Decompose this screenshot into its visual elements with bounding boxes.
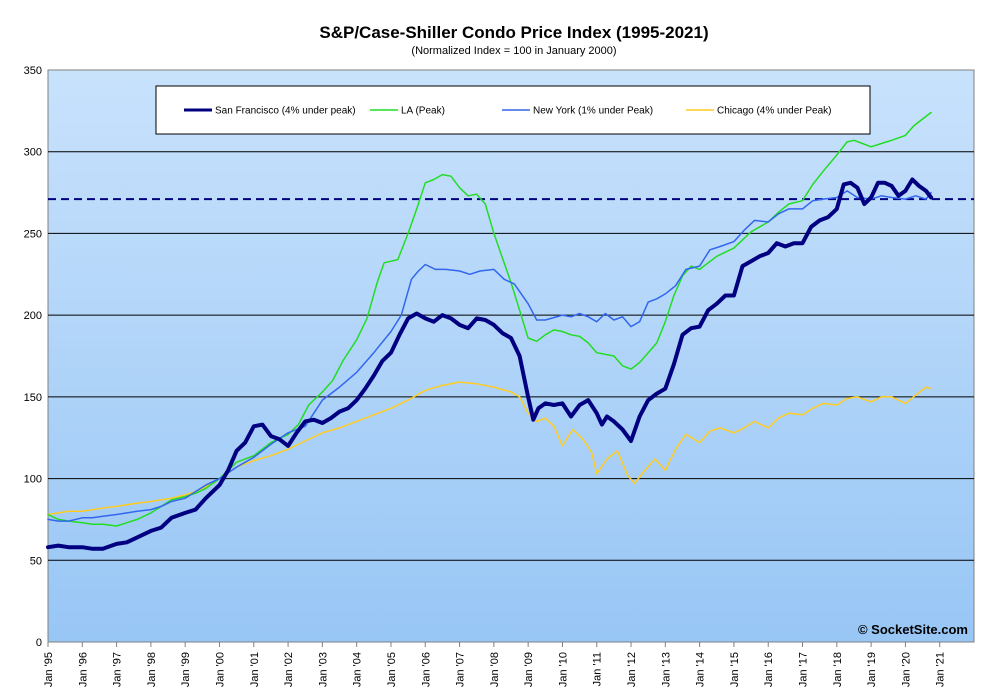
watermark: © SocketSite.com	[858, 622, 968, 637]
x-tick-label: Jan '00	[214, 652, 226, 687]
x-tick-label: Jan '21	[935, 652, 947, 687]
legend-label: New York (1% under Peak)	[533, 106, 653, 117]
x-tick-label: Jan '12	[626, 652, 638, 687]
grid-lines	[48, 151, 974, 561]
x-tick-label: Jan '19	[866, 652, 878, 687]
y-tick-label: 150	[24, 392, 42, 404]
x-tick-label: Jan '96	[77, 652, 89, 687]
x-tick-label: Jan '17	[798, 652, 810, 687]
x-tick-label: Jan '11	[592, 652, 604, 686]
legend: San Francisco (4% under peak) LA (Peak) Ne…	[155, 85, 871, 135]
x-tick-label: Jan '97	[112, 652, 124, 687]
x-tick-label: Jan '99	[180, 652, 192, 687]
x-tick-label: Jan '08	[489, 652, 501, 687]
chart-title: S&P/Case-Shiller Condo Price Index (1995…	[319, 23, 708, 42]
x-tick-label: Jan '04	[352, 652, 364, 687]
y-tick-label: 300	[24, 147, 42, 159]
x-tick-label: Jan '07	[455, 652, 467, 687]
x-axis: Jan '95 Jan '96 Jan '97 Jan '98 Jan '99 Jan '…	[43, 642, 947, 687]
x-tick-label: Jan '98	[146, 652, 158, 687]
x-tick-label: Jan '03	[317, 652, 329, 687]
series-line	[46, 177, 934, 551]
y-tick-label: 350	[24, 65, 42, 77]
y-tick-label: 200	[24, 310, 42, 322]
x-tick-label: Jan '16	[763, 652, 775, 687]
x-tick-label: Jan '09	[523, 652, 535, 687]
series-group	[46, 111, 934, 551]
series-line	[47, 381, 932, 516]
x-tick-label: Jan '15	[729, 652, 741, 687]
y-tick-label: 250	[24, 228, 42, 240]
x-tick-label: Jan '02	[283, 652, 295, 687]
legend-label: LA (Peak)	[401, 106, 445, 117]
x-tick-label: Jan '14	[695, 652, 707, 687]
y-tick-label: 100	[24, 474, 42, 486]
series-line	[47, 111, 932, 527]
legend-label: San Francisco (4% under peak)	[215, 106, 356, 117]
x-tick-label: Jan '95	[43, 652, 55, 687]
y-axis: 0 50 100 150 200 250 300 350	[24, 65, 42, 649]
x-tick-label: Jan '01	[249, 652, 261, 687]
y-tick-label: 50	[30, 555, 42, 567]
chart-subtitle: (Normalized Index = 100 in January 2000)	[411, 45, 616, 57]
x-tick-label: Jan '05	[386, 652, 398, 687]
series-line	[47, 190, 932, 522]
x-tick-label: Jan '10	[557, 652, 569, 687]
plot-area	[47, 69, 975, 643]
x-tick-label: Jan '06	[420, 652, 432, 687]
y-tick-label: 0	[36, 637, 42, 649]
x-tick-label: Jan '20	[900, 652, 912, 687]
x-tick-label: Jan '13	[660, 652, 672, 687]
x-tick-label: Jan '18	[832, 652, 844, 687]
legend-label: Chicago (4% under Peak)	[717, 106, 832, 117]
